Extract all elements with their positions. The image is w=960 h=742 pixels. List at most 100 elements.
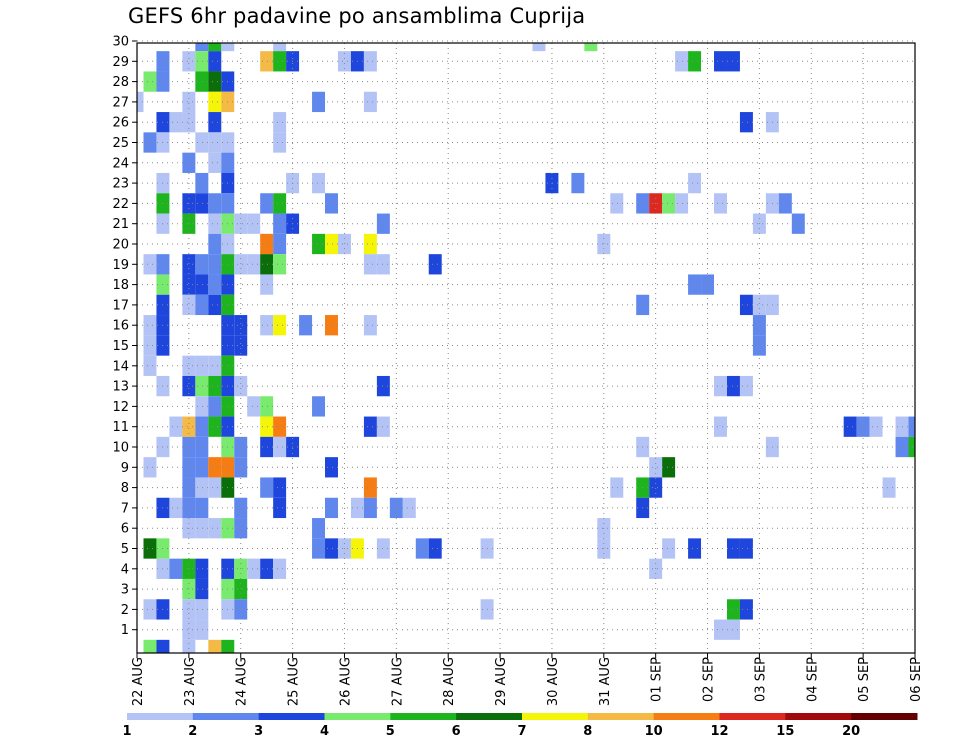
heatmap-cell	[208, 43, 222, 52]
heatmap-cell	[182, 91, 196, 113]
heatmap-cell	[714, 51, 727, 72]
heatmap-cell	[208, 233, 222, 255]
y-tick-label: 1	[121, 623, 129, 638]
heatmap-cell	[195, 254, 209, 275]
heatmap-cell	[182, 457, 196, 478]
heatmap-cell	[376, 538, 390, 559]
heatmap-cell	[260, 436, 274, 458]
y-tick-label: 9	[121, 461, 129, 476]
heatmap-cell	[325, 538, 338, 559]
heatmap-cell	[234, 497, 248, 519]
heatmap-cell	[195, 71, 209, 92]
y-tick-label: 12	[112, 400, 129, 415]
y-tick-label: 10	[112, 441, 129, 456]
heatmap-cell	[208, 457, 222, 478]
heatmap-cell	[195, 193, 209, 214]
heatmap-cell	[908, 416, 915, 437]
heatmap-cell	[221, 43, 235, 52]
heatmap-cell	[143, 71, 157, 92]
heatmap-cell	[273, 132, 287, 153]
heatmap-cell	[195, 457, 209, 478]
heatmap-cell	[312, 396, 326, 417]
colorbar-label: 5	[386, 724, 395, 739]
heatmap-cell	[726, 51, 740, 72]
heatmap-cell	[325, 315, 338, 336]
heatmap-cell	[234, 375, 248, 397]
heatmap-cell	[208, 416, 222, 437]
heatmap-cell	[739, 538, 753, 559]
heatmap-cell	[208, 274, 222, 295]
heatmap-cell	[312, 518, 326, 539]
heatmap-cell	[312, 172, 326, 194]
heatmap-cell	[195, 436, 209, 458]
heatmap-cell	[739, 294, 753, 316]
heatmap-cell	[726, 599, 740, 620]
heatmap-cell	[195, 416, 209, 437]
heatmap-cell	[208, 152, 222, 173]
colorbar-label: 1	[122, 724, 131, 739]
heatmap-cell	[363, 477, 377, 498]
heatmap-cell	[195, 497, 209, 519]
colorbar-label: 4	[320, 724, 329, 739]
colorbar-segment	[522, 713, 589, 720]
x-tick-label: 04 SEP	[805, 657, 820, 702]
heatmap-cell	[428, 538, 442, 559]
heatmap-cell	[182, 254, 196, 275]
heatmap-cell	[662, 457, 676, 478]
x-tick-label: 24 AUG	[235, 657, 250, 706]
heatmap-cell	[143, 132, 157, 153]
y-tick-label: 4	[121, 562, 129, 577]
heatmap-cell	[869, 416, 883, 437]
heatmap-cell	[726, 538, 740, 559]
heatmap-cell	[208, 518, 222, 539]
heatmap-cell	[325, 233, 338, 255]
heatmap-cell	[182, 497, 196, 519]
heatmap-cell	[662, 538, 676, 559]
heatmap-cell	[312, 91, 326, 113]
x-tick-label: 02 SEP	[702, 657, 717, 702]
y-tick-label: 26	[112, 116, 129, 131]
y-tick-label: 25	[112, 136, 129, 151]
x-tick-label: 27 AUG	[390, 657, 405, 706]
heatmap-cell	[337, 51, 351, 72]
cells-layer	[137, 43, 915, 653]
heatmap-cell	[325, 497, 338, 519]
heatmap-cell	[260, 558, 274, 579]
heatmap-cell	[208, 71, 222, 92]
heatmap-cell	[195, 375, 209, 397]
y-tick-label: 3	[121, 583, 129, 598]
heatmap-cell	[208, 355, 222, 376]
y-tick-label: 8	[121, 481, 129, 496]
heatmap-cell	[778, 193, 792, 214]
heatmap-cell	[208, 193, 222, 214]
y-tick-label: 21	[112, 217, 129, 232]
x-tick-label: 28 AUG	[442, 657, 457, 706]
heatmap-cell	[143, 639, 157, 653]
heatmap-cell	[273, 315, 287, 336]
heatmap-cell	[195, 172, 209, 194]
heatmap-cell	[260, 396, 274, 417]
colorbar-segment	[258, 713, 325, 720]
heatmap-cell	[752, 315, 766, 336]
heatmap-cell	[260, 416, 274, 437]
x-tick-label: 22 AUG	[131, 657, 146, 706]
y-tick-label: 14	[112, 359, 129, 374]
y-tick-label: 6	[121, 522, 129, 537]
y-tick-label: 29	[112, 55, 129, 70]
heatmap-cell	[752, 335, 766, 356]
colorbar-label: 2	[188, 724, 197, 739]
y-tick-label: 24	[112, 156, 129, 171]
colorbar-segment	[785, 713, 852, 720]
heatmap-cell	[532, 43, 546, 52]
heatmap-cell	[752, 294, 766, 316]
colorbar: 1 2 3 4 5 6 7 8 10 12 15 20	[122, 713, 918, 739]
x-axis: 22 AUG 23 AUG 24 AUG 25 AUG 26 AUG 27 AUG 28 A…	[131, 653, 924, 706]
heatmap-cell	[428, 254, 442, 275]
heatmap-cell	[714, 619, 727, 640]
heatmap-cell	[610, 477, 624, 498]
heatmap-cell	[208, 51, 222, 72]
heatmap-cell	[143, 538, 157, 559]
colorbar-label: 12	[710, 724, 728, 739]
chart-title: GEFS 6hr padavine po ansamblima Cuprija	[128, 4, 586, 28]
